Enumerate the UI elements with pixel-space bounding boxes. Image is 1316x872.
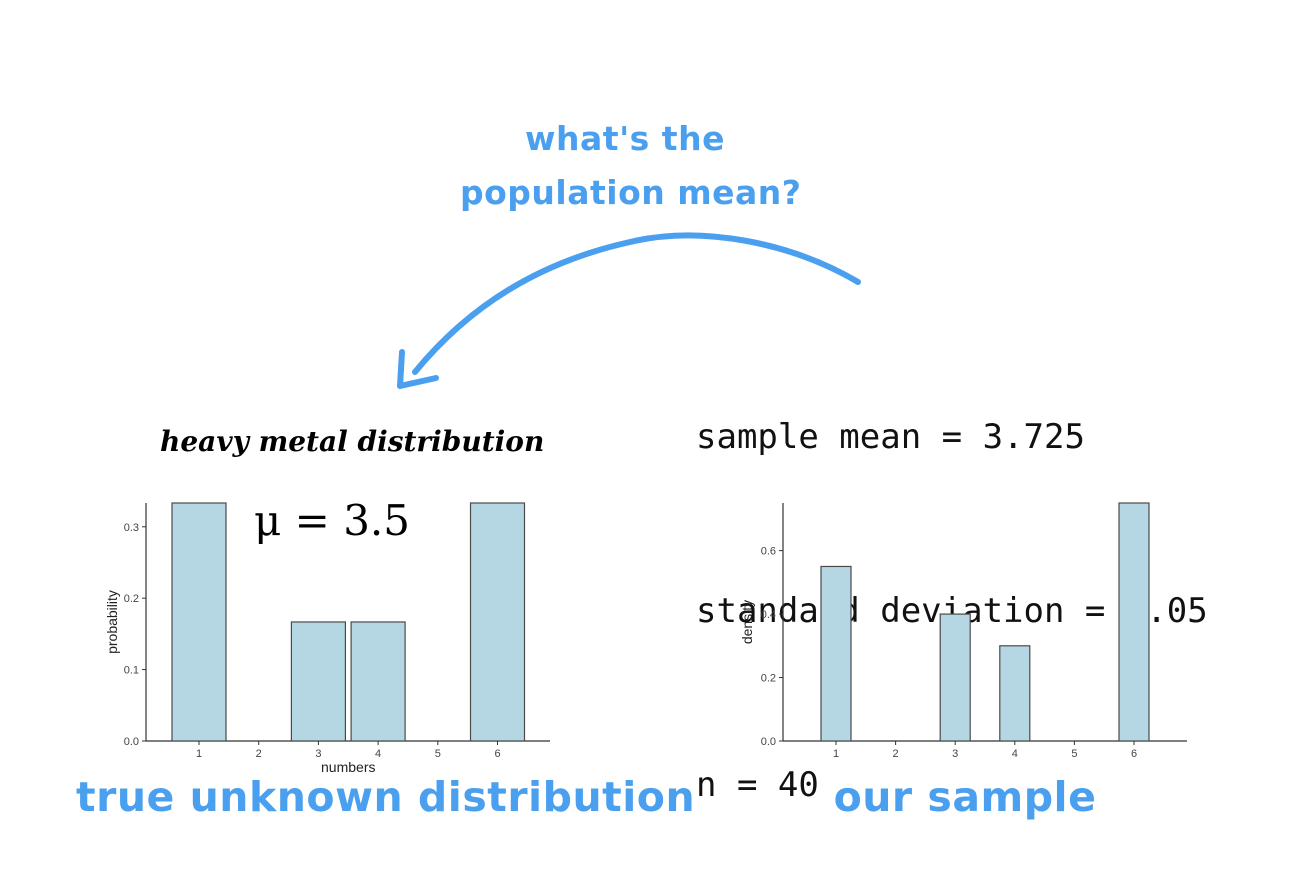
bar-6 bbox=[1118, 502, 1150, 742]
bar-3 bbox=[939, 613, 971, 742]
sample-size-text: n = 40 bbox=[696, 765, 819, 805]
question-line-1: what's the bbox=[525, 119, 725, 158]
x-tick-label: 6 bbox=[494, 748, 500, 760]
population-distribution-chart: 0.0 0.1 0.2 0.3 1 2 3 4 5 6 numbers probability bbox=[104, 502, 550, 775]
y-tick-label: 0.2 bbox=[124, 593, 139, 605]
sample-histogram-chart: 0.0 0.2 0.4 0.6 1 2 3 4 5 6 density bbox=[739, 502, 1187, 760]
x-tick-label: 6 bbox=[1131, 748, 1137, 760]
x-tick-label: 1 bbox=[833, 748, 839, 760]
bar-4 bbox=[350, 621, 406, 742]
curved-arrow-icon bbox=[397, 232, 861, 389]
y-tick-label: 0.6 bbox=[761, 546, 776, 558]
x-tick-label: 5 bbox=[1071, 748, 1077, 760]
caption-true-distribution: true unknown distribution bbox=[76, 773, 696, 821]
x-tick-label: 1 bbox=[196, 748, 202, 760]
bar-4 bbox=[999, 645, 1031, 742]
x-tick-label: 2 bbox=[893, 748, 899, 760]
bar-1 bbox=[820, 565, 852, 742]
y-axis-label: probability bbox=[104, 590, 120, 654]
x-tick-label: 4 bbox=[1012, 748, 1018, 760]
y-tick-label: 0.4 bbox=[761, 609, 776, 621]
y-tick-label: 0.0 bbox=[124, 736, 139, 748]
x-tick-label: 4 bbox=[375, 748, 381, 760]
y-tick-label: 0.0 bbox=[761, 736, 776, 748]
x-axis-label: numbers bbox=[321, 759, 375, 775]
bar-6 bbox=[469, 502, 526, 742]
bar-1 bbox=[171, 502, 227, 742]
x-tick-label: 2 bbox=[256, 748, 262, 760]
population-mean-label: μ = 3.5 bbox=[254, 496, 410, 545]
x-tick-label: 3 bbox=[315, 748, 321, 760]
y-tick-label: 0.2 bbox=[761, 673, 776, 685]
question-line-2: population mean? bbox=[460, 173, 802, 212]
y-tick-label: 0.3 bbox=[124, 522, 139, 534]
caption-our-sample: our sample bbox=[833, 773, 1097, 821]
x-tick-label: 5 bbox=[435, 748, 441, 760]
x-tick-label: 3 bbox=[952, 748, 958, 760]
question-text: what's the population mean? bbox=[460, 112, 802, 220]
y-tick-label: 0.1 bbox=[124, 665, 139, 677]
sample-mean-text: sample mean = 3.725 bbox=[696, 417, 1085, 457]
bar-3 bbox=[290, 621, 346, 742]
sample-statistics: sample mean = 3.725 standard deviation =… bbox=[696, 292, 1208, 872]
distribution-name: heavy metal distribution bbox=[160, 425, 545, 458]
y-axis-label: density bbox=[739, 600, 755, 644]
